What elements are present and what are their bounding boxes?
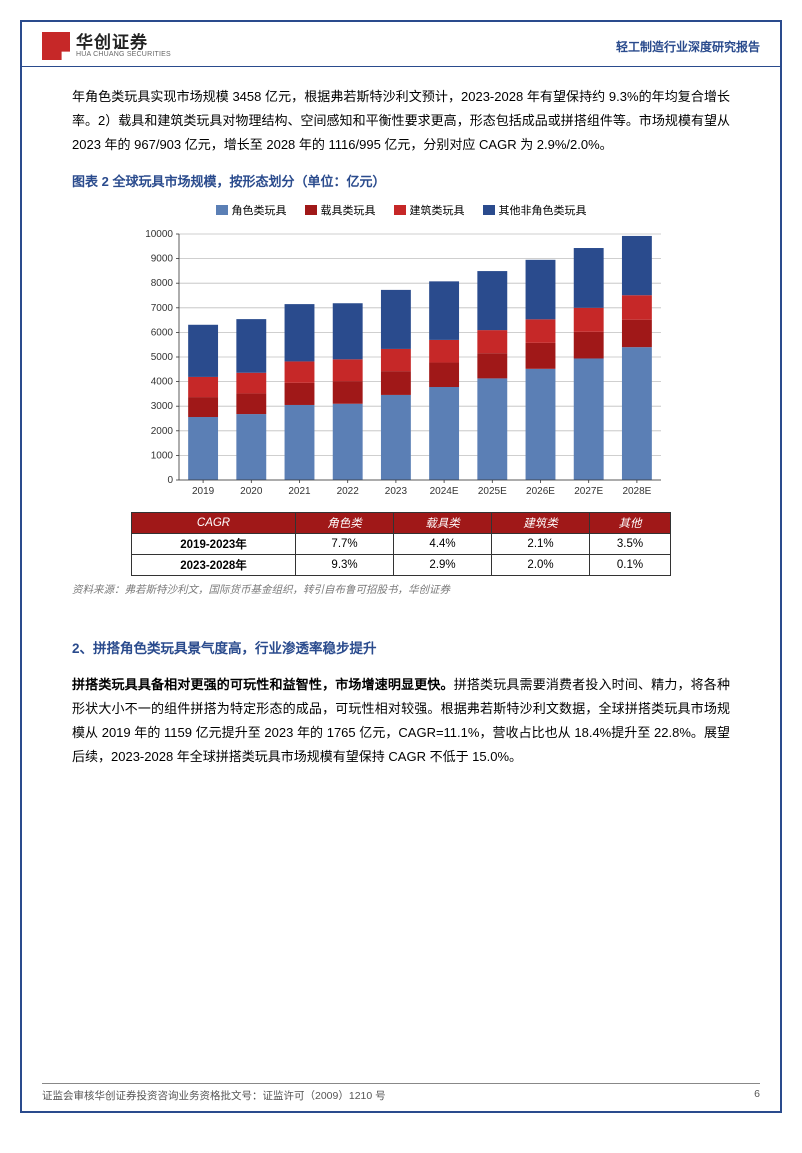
table-cell: 2.0% <box>492 555 590 576</box>
svg-text:2026E: 2026E <box>526 486 555 497</box>
svg-text:2024E: 2024E <box>430 486 459 497</box>
legend-item: 建筑类玩具 <box>394 202 465 218</box>
cagr-table: CAGR角色类载具类建筑类其他2019-2023年7.7%4.4%2.1%3.5… <box>131 512 671 576</box>
chart-source: 资料来源：弗若斯特沙利文，国际货币基金组织，转引自布鲁可招股书，华创证券 <box>72 582 730 597</box>
table-header-cell: 载具类 <box>394 513 492 534</box>
page-frame: 华创证券 HUA CHUANG SECURITIES 轻工制造行业深度研究报告 … <box>20 20 782 1113</box>
svg-text:8000: 8000 <box>151 278 174 289</box>
table-header-cell: 其他 <box>590 513 671 534</box>
page-number: 6 <box>754 1088 760 1103</box>
svg-text:1000: 1000 <box>151 451 174 462</box>
page-footer: 证监会审核华创证券投资咨询业务资格批文号：证监许可（2009）1210 号 6 <box>42 1083 760 1103</box>
table-header-cell: CAGR <box>132 513 296 534</box>
table-header-row: CAGR角色类载具类建筑类其他 <box>132 513 671 534</box>
svg-text:7000: 7000 <box>151 303 174 314</box>
legend-item: 角色类玩具 <box>216 202 287 218</box>
legend-item: 其他非角色类玩具 <box>483 202 587 218</box>
legend-label: 其他非角色类玩具 <box>499 202 587 218</box>
intro-paragraph: 年角色类玩具实现市场规模 3458 亿元，根据弗若斯特沙利文预计，2023-20… <box>72 85 730 157</box>
svg-text:9000: 9000 <box>151 254 174 265</box>
table-cell: 0.1% <box>590 555 671 576</box>
svg-text:3000: 3000 <box>151 401 174 412</box>
logo-mark-icon <box>42 32 70 60</box>
table-cell: 2023-2028年 <box>132 555 296 576</box>
page-header: 华创证券 HUA CHUANG SECURITIES 轻工制造行业深度研究报告 <box>22 22 780 67</box>
chart-container: 角色类玩具 载具类玩具 建筑类玩具 其他非角色类玩具 0 1000 2000 3000 400… <box>131 202 671 576</box>
bar-chart: 0 1000 2000 3000 4000 5000 6000 7000 8000 9000 100… <box>131 226 671 506</box>
svg-text:4000: 4000 <box>151 377 174 388</box>
section-2-heading: 2、拼搭角色类玩具景气度高，行业渗透率稳步提升 <box>72 637 730 657</box>
legend-label: 载具类玩具 <box>321 202 376 218</box>
table-cell: 9.3% <box>296 555 394 576</box>
legend-swatch-icon <box>394 205 406 215</box>
table-header-cell: 角色类 <box>296 513 394 534</box>
logo-text: 华创证券 HUA CHUANG SECURITIES <box>76 34 171 58</box>
chart-title: 图表 2 全球玩具市场规模，按形态划分（单位：亿元） <box>72 171 730 190</box>
table-cell: 7.7% <box>296 534 394 555</box>
doc-category: 轻工制造行业深度研究报告 <box>616 38 760 55</box>
legend-item: 载具类玩具 <box>305 202 376 218</box>
logo: 华创证券 HUA CHUANG SECURITIES <box>42 32 171 60</box>
svg-text:10000: 10000 <box>145 229 173 240</box>
section-2-body: 拼搭类玩具具备相对更强的可玩性和益智性，市场增速明显更快。拼搭类玩具需要消费者投… <box>72 673 730 769</box>
table-header-cell: 建筑类 <box>492 513 590 534</box>
logo-en: HUA CHUANG SECURITIES <box>76 51 171 58</box>
svg-text:2020: 2020 <box>240 486 263 497</box>
table-row: 2019-2023年7.7%4.4%2.1%3.5% <box>132 534 671 555</box>
svg-text:2027E: 2027E <box>574 486 603 497</box>
content-area: 年角色类玩具实现市场规模 3458 亿元，根据弗若斯特沙利文预计，2023-20… <box>22 67 780 769</box>
svg-text:2000: 2000 <box>151 426 174 437</box>
svg-text:2021: 2021 <box>288 486 311 497</box>
table-cell: 2.9% <box>394 555 492 576</box>
svg-text:2028E: 2028E <box>622 486 651 497</box>
footer-left: 证监会审核华创证券投资咨询业务资格批文号：证监许可（2009）1210 号 <box>42 1088 386 1103</box>
chart-legend: 角色类玩具 载具类玩具 建筑类玩具 其他非角色类玩具 <box>131 202 671 218</box>
svg-text:0: 0 <box>167 475 173 486</box>
svg-text:6000: 6000 <box>151 328 174 339</box>
legend-swatch-icon <box>483 205 495 215</box>
section-2-lead: 拼搭类玩具具备相对更强的可玩性和益智性，市场增速明显更快。 <box>72 677 454 692</box>
svg-text:2023: 2023 <box>385 486 408 497</box>
logo-cn: 华创证券 <box>76 34 171 51</box>
svg-text:2022: 2022 <box>337 486 360 497</box>
svg-text:2019: 2019 <box>192 486 215 497</box>
svg-text:2025E: 2025E <box>478 486 507 497</box>
svg-text:5000: 5000 <box>151 352 174 363</box>
legend-label: 角色类玩具 <box>232 202 287 218</box>
table-cell: 2.1% <box>492 534 590 555</box>
table-cell: 3.5% <box>590 534 671 555</box>
legend-swatch-icon <box>305 205 317 215</box>
legend-label: 建筑类玩具 <box>410 202 465 218</box>
table-row: 2023-2028年9.3%2.9%2.0%0.1% <box>132 555 671 576</box>
table-cell: 2019-2023年 <box>132 534 296 555</box>
table-cell: 4.4% <box>394 534 492 555</box>
legend-swatch-icon <box>216 205 228 215</box>
